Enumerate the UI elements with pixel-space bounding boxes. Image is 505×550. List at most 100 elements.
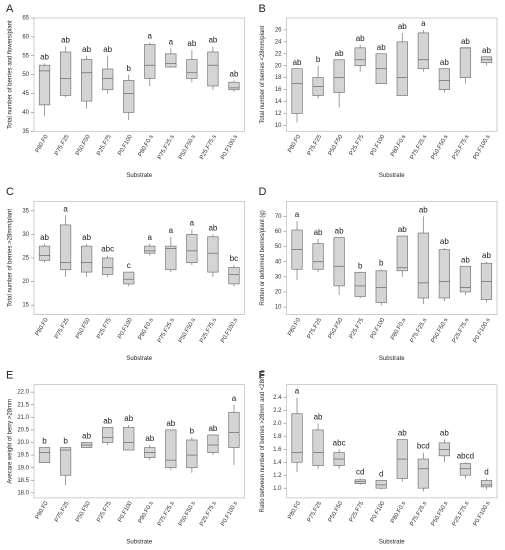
x-tick-label: P25.F75 (349, 134, 366, 157)
x-tick-label: P50.F50.s (431, 501, 450, 528)
x-tick-label: P25.F75 (349, 317, 366, 340)
y-tick-label: 12 (275, 111, 282, 117)
x-tick-label: P25.F75.s (199, 317, 218, 344)
box (396, 41, 408, 96)
x-tick-label: P75.F25.s (157, 317, 176, 344)
significance-letter: bc (230, 254, 238, 263)
x-tick-label: P50.F50 (328, 317, 345, 340)
box (228, 411, 240, 448)
significance-letter: a (295, 210, 300, 219)
significance-letter: ab (208, 424, 217, 433)
y-tick-label: 2.0 (273, 421, 282, 427)
x-tick-label: P80.F0 (35, 317, 50, 337)
y-tick-label: 20 (22, 279, 29, 285)
box (228, 81, 240, 91)
x-tick-label: P25.F75.s (452, 501, 471, 528)
significance-letter: ab (314, 413, 323, 422)
plot-frame (286, 200, 498, 315)
x-tick-label: P75.F25.s (157, 134, 176, 161)
significance-letter: abc (101, 245, 114, 254)
significance-letter: b (190, 427, 195, 436)
box (459, 265, 472, 293)
box (438, 68, 450, 90)
y-tick-label: 30 (22, 232, 29, 238)
box (165, 245, 177, 271)
box (291, 413, 303, 463)
significance-letter: ab (398, 225, 407, 234)
x-tick-label: P25.F75.s (452, 134, 471, 161)
x-tick-label: P50.F50.s (431, 317, 450, 344)
box (375, 480, 387, 489)
box (459, 47, 472, 78)
x-tick-label: P50.F50.s (178, 317, 197, 344)
panel: D 10 20 30 40 50 60 70 Rotten or deformed berrie… (259, 186, 498, 362)
x-tick-label: P80.F0.s (138, 134, 155, 158)
y-tick-label: 15 (22, 303, 29, 309)
x-tick-label: P75.F25.s (410, 501, 429, 528)
box (417, 232, 429, 299)
x-axis-label: Substrate (126, 356, 152, 362)
x-tick-label: P50.F50.s (178, 501, 197, 528)
y-tick-label: 26 (275, 28, 282, 34)
x-tick-label: P75.F25.s (157, 501, 176, 528)
y-axis-label: Ratio between number of berries >28mm an… (260, 370, 266, 512)
significance-letter: ab (398, 429, 407, 438)
x-tick-label: P0.F100 (370, 500, 387, 523)
x-tick-label: P50.F50.s (431, 134, 450, 161)
box (417, 458, 429, 489)
y-tick-label: 1.0 (273, 486, 282, 492)
significance-letter: ab (377, 43, 386, 52)
box (207, 434, 219, 453)
significance-letter: ab (82, 432, 91, 441)
significance-letter: ab (103, 45, 112, 54)
box (59, 447, 72, 476)
significance-letter: ab (461, 37, 470, 46)
y-tick-label: 1.8 (273, 434, 282, 440)
box (333, 237, 345, 287)
y-tick-label: 30 (275, 274, 282, 280)
x-tick-label: P50.F50 (75, 500, 92, 523)
significance-letter: ab (356, 34, 365, 43)
y-tick-label: 22 (275, 51, 282, 57)
x-tick-label: P80.F0.s (390, 134, 407, 158)
box (186, 439, 198, 469)
y-tick-label: 1.6 (273, 447, 282, 453)
x-tick-label: P0.F100 (117, 317, 134, 340)
box (123, 271, 135, 285)
box (123, 427, 135, 451)
y-axis-label: Total number of berries and flowers/plan… (8, 20, 14, 129)
y-tick-label: 24 (275, 39, 282, 45)
x-tick-label: P80.F0.s (390, 501, 407, 525)
panel: C 15 20 25 30 35 Total number of berries >28mm… (6, 186, 245, 362)
x-tick-label: P0.F100 (117, 500, 134, 523)
x-tick-label: P50.F50 (328, 134, 345, 157)
panel-title: F (259, 370, 266, 382)
y-tick-label: 16 (275, 87, 282, 93)
x-tick-label: P75.F25 (54, 500, 71, 523)
x-tick-label: P75.F25.s (410, 134, 429, 161)
box (186, 59, 198, 79)
y-tick-label: 60 (22, 34, 29, 40)
box (102, 257, 114, 275)
significance-letter: ab (419, 206, 428, 215)
significance-letter: a (421, 19, 426, 28)
significance-letter: d (484, 468, 488, 477)
y-tick-label: 50 (22, 72, 29, 78)
y-tick-label: 20 (275, 290, 282, 296)
y-tick-label: 20.0 (17, 440, 29, 446)
x-tick-label: P0.F100.s (473, 134, 492, 161)
panel: E 18.0 18.5 19.0 19.5 20.0 20.5 21.0 21.5 22.0Ave… (6, 370, 245, 545)
x-tick-label: P0.F100.s (220, 134, 239, 161)
significance-letter: ab (293, 58, 302, 67)
x-tick-label: P0.F100.s (473, 317, 492, 344)
x-axis-label: Substrate (379, 539, 405, 545)
box (123, 79, 135, 113)
box (291, 68, 303, 114)
x-tick-label: P80.F0 (35, 500, 50, 520)
x-tick-label: P50.F50 (75, 134, 92, 157)
y-tick-label: 20 (275, 63, 282, 69)
significance-letter: a (148, 233, 153, 242)
panel-title: C (6, 186, 14, 198)
significance-letter: ab (482, 251, 491, 260)
box (165, 429, 177, 469)
